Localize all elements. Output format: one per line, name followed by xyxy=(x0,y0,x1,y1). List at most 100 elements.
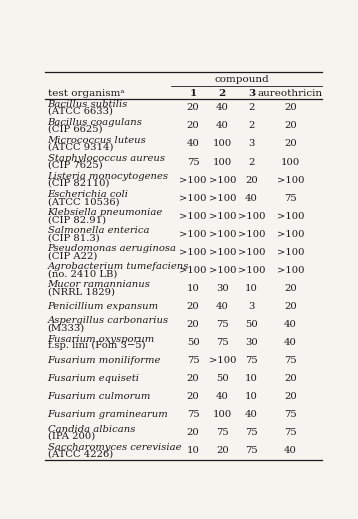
Text: (CIP A22): (CIP A22) xyxy=(48,251,97,260)
Text: 10: 10 xyxy=(245,374,258,383)
Text: >100: >100 xyxy=(238,248,265,257)
Text: (no. 2410 LB): (no. 2410 LB) xyxy=(48,269,117,278)
Text: 75: 75 xyxy=(216,320,229,329)
Text: 50: 50 xyxy=(187,338,199,347)
Text: (M333): (M333) xyxy=(48,323,85,332)
Text: Fusarium culmorum: Fusarium culmorum xyxy=(48,392,151,401)
Text: 30: 30 xyxy=(245,338,258,347)
Text: 20: 20 xyxy=(216,446,229,455)
Text: >100: >100 xyxy=(276,212,304,221)
Text: Fusarium graminearum: Fusarium graminearum xyxy=(48,411,168,419)
Text: Fusarium moniliforme: Fusarium moniliforme xyxy=(48,356,161,365)
Text: compound: compound xyxy=(214,75,269,84)
Text: 10: 10 xyxy=(245,392,258,401)
Text: >100: >100 xyxy=(238,266,265,275)
Text: >100: >100 xyxy=(209,194,236,202)
Text: 20: 20 xyxy=(284,121,297,130)
Text: 10: 10 xyxy=(245,284,258,293)
Text: 75: 75 xyxy=(245,428,258,437)
Text: Mucor ramannianus: Mucor ramannianus xyxy=(48,280,150,290)
Text: 20: 20 xyxy=(187,428,199,437)
Text: (CIP 82.91): (CIP 82.91) xyxy=(48,215,106,224)
Text: 75: 75 xyxy=(284,411,297,419)
Text: 75: 75 xyxy=(216,338,229,347)
Text: 40: 40 xyxy=(216,302,229,311)
Text: 40: 40 xyxy=(216,392,229,401)
Text: 10: 10 xyxy=(187,284,200,293)
Text: aureothricin: aureothricin xyxy=(258,89,323,98)
Text: 40: 40 xyxy=(284,446,297,455)
Text: (CIP 7625): (CIP 7625) xyxy=(48,161,102,170)
Text: 20: 20 xyxy=(284,302,297,311)
Text: >100: >100 xyxy=(179,266,207,275)
Text: Staphylococcus aureus: Staphylococcus aureus xyxy=(48,154,165,163)
Text: 100: 100 xyxy=(213,140,232,148)
Text: 20: 20 xyxy=(245,175,258,185)
Text: (CIP 82110): (CIP 82110) xyxy=(48,179,109,188)
Text: >100: >100 xyxy=(276,248,304,257)
Text: 20: 20 xyxy=(284,140,297,148)
Text: >100: >100 xyxy=(209,356,236,365)
Text: 20: 20 xyxy=(284,392,297,401)
Text: 1: 1 xyxy=(189,89,197,98)
Text: 75: 75 xyxy=(187,411,199,419)
Text: >100: >100 xyxy=(276,266,304,275)
Text: 75: 75 xyxy=(187,356,199,365)
Text: >100: >100 xyxy=(238,212,265,221)
Text: 40: 40 xyxy=(284,338,297,347)
Text: Klebsiella pneumoniae: Klebsiella pneumoniae xyxy=(48,208,163,217)
Text: (ATCC 9314): (ATCC 9314) xyxy=(48,143,113,152)
Text: >100: >100 xyxy=(179,212,207,221)
Text: test organismᵃ: test organismᵃ xyxy=(48,89,124,98)
Text: 20: 20 xyxy=(284,284,297,293)
Text: 75: 75 xyxy=(216,428,229,437)
Text: >100: >100 xyxy=(276,230,304,239)
Text: (ATCC 6633): (ATCC 6633) xyxy=(48,107,112,116)
Text: 75: 75 xyxy=(187,158,199,167)
Text: 75: 75 xyxy=(284,356,297,365)
Text: 20: 20 xyxy=(284,103,297,113)
Text: 50: 50 xyxy=(245,320,258,329)
Text: 75: 75 xyxy=(284,194,297,202)
Text: >100: >100 xyxy=(238,230,265,239)
Text: Saccharomyces cerevisiae: Saccharomyces cerevisiae xyxy=(48,443,181,452)
Text: >100: >100 xyxy=(209,212,236,221)
Text: >100: >100 xyxy=(276,175,304,185)
Text: 75: 75 xyxy=(284,428,297,437)
Text: >100: >100 xyxy=(179,175,207,185)
Text: >100: >100 xyxy=(209,248,236,257)
Text: 3: 3 xyxy=(248,89,255,98)
Text: 20: 20 xyxy=(284,374,297,383)
Text: 20: 20 xyxy=(187,320,199,329)
Text: (CIP 81.3): (CIP 81.3) xyxy=(48,233,99,242)
Text: 20: 20 xyxy=(187,374,199,383)
Text: Bacillus subtilis: Bacillus subtilis xyxy=(48,100,128,109)
Text: Candida albicans: Candida albicans xyxy=(48,425,135,434)
Text: Escherichia coli: Escherichia coli xyxy=(48,190,129,199)
Text: 20: 20 xyxy=(187,392,199,401)
Text: Agrobacterium tumefaciens: Agrobacterium tumefaciens xyxy=(48,262,189,271)
Text: Aspergillus carbonarius: Aspergillus carbonarius xyxy=(48,317,169,325)
Text: 40: 40 xyxy=(216,121,229,130)
Text: 40: 40 xyxy=(284,320,297,329)
Text: >100: >100 xyxy=(209,175,236,185)
Text: 75: 75 xyxy=(245,446,258,455)
Text: 2: 2 xyxy=(219,89,226,98)
Text: Fusarium oxysporum: Fusarium oxysporum xyxy=(48,335,155,344)
Text: >100: >100 xyxy=(209,230,236,239)
Text: 100: 100 xyxy=(213,158,232,167)
Text: 40: 40 xyxy=(245,194,258,202)
Text: 40: 40 xyxy=(245,411,258,419)
Text: Fusarium equiseti: Fusarium equiseti xyxy=(48,374,140,383)
Text: (CIP 6625): (CIP 6625) xyxy=(48,125,102,134)
Text: Penicillium expansum: Penicillium expansum xyxy=(48,302,159,311)
Text: 40: 40 xyxy=(216,103,229,113)
Text: 3: 3 xyxy=(248,140,255,148)
Text: 2: 2 xyxy=(248,158,255,167)
Text: 3: 3 xyxy=(248,302,255,311)
Text: 50: 50 xyxy=(216,374,229,383)
Text: >100: >100 xyxy=(179,230,207,239)
Text: >100: >100 xyxy=(179,194,207,202)
Text: (IPA 200): (IPA 200) xyxy=(48,432,95,441)
Text: Listeria monocytogenes: Listeria monocytogenes xyxy=(48,172,169,181)
